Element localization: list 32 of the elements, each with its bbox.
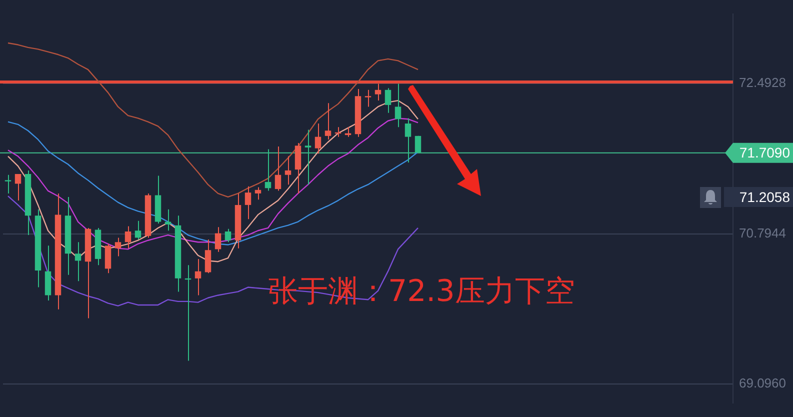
candlestick <box>134 220 142 240</box>
candlestick <box>314 123 322 154</box>
candlestick <box>194 258 202 296</box>
candlestick <box>204 238 212 274</box>
candlestick <box>214 226 222 252</box>
candlestick <box>304 129 312 186</box>
candlestick <box>4 174 12 194</box>
candlestick <box>374 83 382 102</box>
candlestick <box>394 83 402 128</box>
y-tick-label: 69.0960 <box>739 376 786 391</box>
candlestick <box>254 186 262 200</box>
candlestick <box>124 226 132 249</box>
candlestick <box>284 156 292 186</box>
candlestick <box>364 89 372 108</box>
ref-line-label: 71.7090 <box>739 144 790 161</box>
candlestick <box>44 245 52 302</box>
candlestick <box>324 102 332 140</box>
candlestick <box>164 208 172 232</box>
candlestick <box>244 186 252 220</box>
candlestick <box>14 173 22 202</box>
candlestick <box>384 88 392 114</box>
candlestick <box>274 146 282 192</box>
candlestick <box>264 148 272 192</box>
candlestick <box>224 228 232 243</box>
text: 71.2058 <box>739 188 790 205</box>
candlestick <box>294 142 302 194</box>
y-tick-label: 72.4928 <box>739 75 786 90</box>
y-tick-label: 70.7944 <box>739 225 786 240</box>
candlestick <box>104 243 112 274</box>
candlestick <box>74 242 82 282</box>
candlestick <box>114 237 122 257</box>
candlestick <box>404 118 412 163</box>
